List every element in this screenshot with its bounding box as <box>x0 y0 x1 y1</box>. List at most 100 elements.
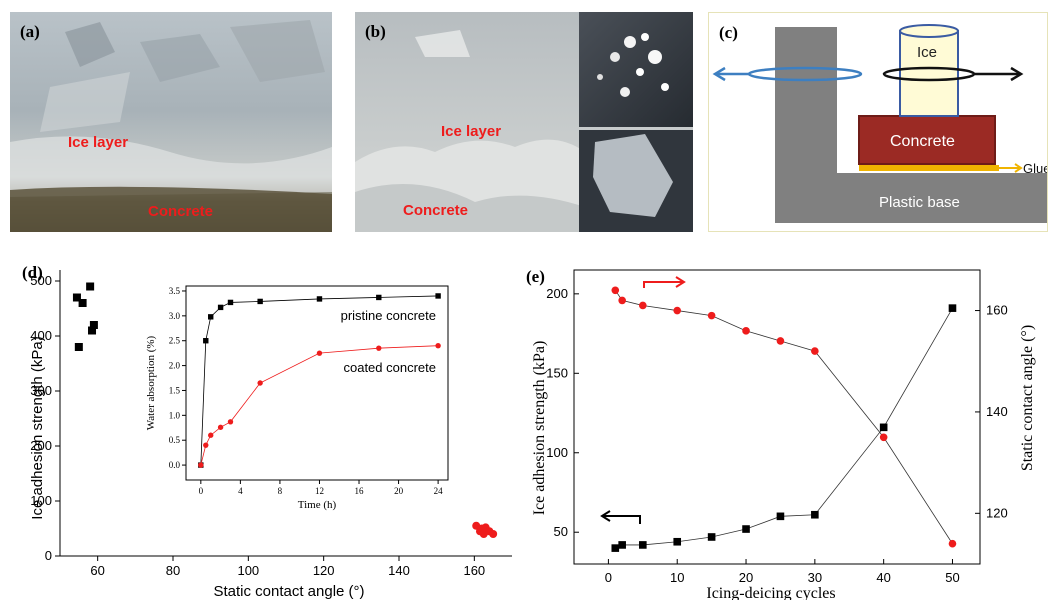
y-tick-label-right: 140 <box>986 404 1008 419</box>
y-tick-label: 100 <box>30 493 52 508</box>
x-tick-label: 0 <box>605 570 612 585</box>
data-point <box>879 423 888 432</box>
data-point <box>879 433 888 442</box>
chart-panel-d: (d) 60 80 100 120 140 160 0 100 200 300 400 500 0 4 8… <box>0 248 520 600</box>
inset-x-tick-label: 0 <box>199 486 204 496</box>
schematic-panel-c: Plastic base Concrete Ice Glue (c) <box>708 12 1048 232</box>
test-setup-schematic: Plastic base Concrete Ice Glue (c) <box>712 23 1047 223</box>
left-axis-indicator-arrowhead <box>600 510 611 522</box>
y-tick-label-right: 160 <box>986 303 1008 318</box>
data-point <box>489 530 498 538</box>
glue-layer <box>859 165 999 171</box>
inset-data-point <box>203 338 209 344</box>
chart-panel-e: (e) 0 10 20 30 40 50 50 100 150 200 120 140 160 Icin… <box>522 248 1048 600</box>
x-tick-label: 140 <box>388 563 410 578</box>
inset-x-axis-label: Time (h) <box>298 499 337 511</box>
x-tick-label: 20 <box>739 570 753 585</box>
inset-data-point <box>257 380 263 386</box>
inset-data-point <box>435 293 441 299</box>
data-point <box>811 347 819 355</box>
data-point <box>811 510 819 519</box>
y-axis-label: Ice adhesion strength (kPa) <box>29 336 46 519</box>
inset-data-point <box>435 342 441 349</box>
data-point <box>742 327 750 335</box>
inset-data-point <box>198 462 204 468</box>
left-axis-indicator-arrow <box>604 515 641 524</box>
x-tick-label: 160 <box>463 563 485 578</box>
data-point <box>88 326 97 335</box>
inset-y-tick-label: 2.0 <box>169 361 181 371</box>
data-point <box>618 296 626 305</box>
data-point <box>948 304 957 312</box>
data-point <box>639 301 647 310</box>
data-point <box>948 539 957 548</box>
plastic-base-label: Plastic base <box>879 194 960 211</box>
inset-x-tick-label: 8 <box>278 486 283 496</box>
x-tick-label: 120 <box>313 563 335 578</box>
data-point <box>618 541 626 549</box>
inset-data-point <box>217 304 224 311</box>
data-point <box>74 343 83 351</box>
inset-x-tick-label: 16 <box>355 486 365 496</box>
x-tick-label: 50 <box>945 570 959 585</box>
y-tick-label-right: 120 <box>986 505 1008 520</box>
y-tick-label: 0 <box>45 548 52 563</box>
inset-frame <box>185 285 449 481</box>
inset-data-point <box>316 350 323 356</box>
chart-d: (d) 60 80 100 120 140 160 0 100 200 300 400 500 0 4 8… <box>22 263 512 600</box>
photo-ice-on-concrete-b: (b) Ice layer Concrete <box>355 12 693 232</box>
inset-y-tick-label: 3.5 <box>169 286 181 296</box>
y-tick-label-left: 50 <box>554 524 568 539</box>
x-axis-label: Icing-deicing cycles <box>706 585 835 600</box>
y-tick-label-left: 150 <box>546 365 568 380</box>
panel-a-label: (a) <box>20 22 40 41</box>
panel-c-label: (c) <box>719 23 738 42</box>
concrete-block <box>858 115 996 165</box>
inset-data-point <box>208 432 214 438</box>
y-axis-label-left: Ice adhesion strength (kPa) <box>531 341 548 516</box>
inset-data-point <box>376 294 382 301</box>
inset-y-tick-label: 1.5 <box>169 385 181 395</box>
inset-data-point <box>227 299 234 306</box>
inset-y-tick-label: 0.5 <box>169 435 181 445</box>
chart-e: (e) 0 10 20 30 40 50 50 100 150 200 120 140 160 Icin… <box>526 267 1036 600</box>
x-tick-label: 60 <box>90 563 104 578</box>
y-tick-label: 500 <box>30 273 52 288</box>
data-point <box>673 306 682 315</box>
inset-legend-pristine: pristine concrete <box>341 308 436 323</box>
data-point <box>611 544 620 552</box>
ice-cylinder-label: Ice <box>917 44 937 61</box>
data-point <box>742 525 750 533</box>
concrete-label-a: Concrete <box>148 203 213 220</box>
photo-ice-on-concrete-a: (a) Ice layer Concrete <box>10 12 332 232</box>
x-tick-label: 80 <box>166 563 180 578</box>
data-point <box>72 293 81 302</box>
inset-data-point <box>257 298 263 305</box>
inset-y-tick-label: 3.0 <box>169 311 181 321</box>
photo-panel-b: (b) Ice layer Concrete <box>355 12 693 232</box>
y-tick-label: 300 <box>30 383 52 398</box>
data-point <box>78 299 87 307</box>
data-point <box>89 321 98 329</box>
data-point <box>776 337 785 345</box>
x-axis-label: Static contact angle (°) <box>213 583 364 600</box>
right-axis-indicator-arrowhead <box>675 276 686 288</box>
data-point <box>707 533 716 541</box>
inset-y-tick-label: 1.0 <box>169 410 181 420</box>
panel-d-label: (d) <box>22 263 43 282</box>
inset-x-tick-label: 12 <box>315 486 324 496</box>
photo-panel-a: (a) Ice layer Concrete <box>10 12 332 232</box>
x-tick-label: 10 <box>670 570 684 585</box>
y-axis-label-right: Static contact angle (°) <box>1019 325 1036 471</box>
concrete-block-label: Concrete <box>890 133 955 150</box>
inset-x-tick-label: 4 <box>238 486 243 496</box>
inset-data-point <box>316 296 323 302</box>
inset-legend-coated: coated concrete <box>343 360 436 375</box>
inset-x-tick-label: 20 <box>394 486 404 496</box>
inset-y-tick-label: 2.5 <box>169 336 181 346</box>
x-tick-label: 30 <box>808 570 822 585</box>
data-point <box>639 541 647 549</box>
right-axis-indicator-arrow <box>643 281 682 288</box>
data-point <box>673 537 682 546</box>
series-line <box>615 307 953 549</box>
